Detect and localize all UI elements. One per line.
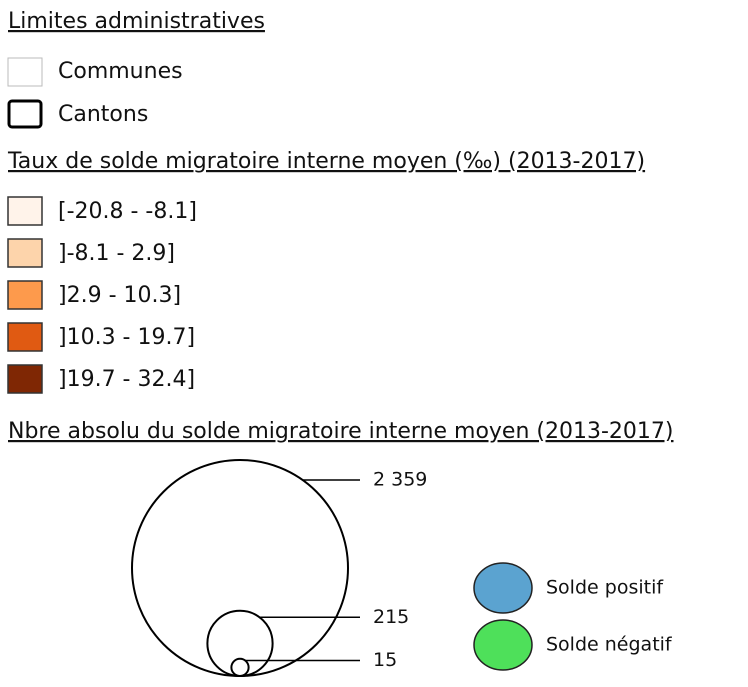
sign-swatch	[473, 619, 533, 671]
class-label: ]19.7 - 32.4]	[58, 367, 195, 392]
section-title: Nbre absolu du solde migratoire interne …	[8, 419, 674, 444]
class-swatch	[7, 280, 43, 310]
class-label: ]10.3 - 19.7]	[58, 325, 195, 350]
section-title: Limites administratives	[8, 9, 265, 34]
size-circle	[206, 609, 274, 677]
sign-label: Solde positif	[546, 577, 664, 599]
class-label: ]2.9 - 10.3]	[58, 283, 181, 308]
class-swatch	[7, 364, 43, 394]
section-title: Taux de solde migratoire interne moyen (…	[7, 149, 645, 174]
legend-label: Communes	[58, 59, 183, 84]
class-swatch	[7, 196, 43, 226]
sign-label: Solde négatif	[546, 634, 673, 656]
class-list: [-20.8 - -8.1] ]-8.1 - 2.9] ]2.9 - 10.3] ]1…	[7, 196, 197, 394]
class-label: ]-8.1 - 2.9]	[58, 241, 175, 266]
proportional-circles: 2 359 215 15	[131, 459, 427, 678]
sign-swatch	[473, 562, 533, 614]
size-circle	[230, 657, 250, 678]
size-circle	[131, 459, 349, 677]
cantons-swatch	[7, 99, 43, 129]
legend-label: Cantons	[58, 102, 148, 127]
class-swatch	[7, 322, 43, 352]
class-swatch	[7, 238, 43, 268]
communes-swatch	[7, 57, 43, 87]
circle-label: 2 359	[373, 469, 427, 491]
circle-label: 215	[373, 606, 409, 628]
circle-label: 15	[373, 649, 397, 671]
class-label: [-20.8 - -8.1]	[58, 199, 197, 224]
sign-list: Solde positif Solde négatif	[473, 562, 673, 671]
